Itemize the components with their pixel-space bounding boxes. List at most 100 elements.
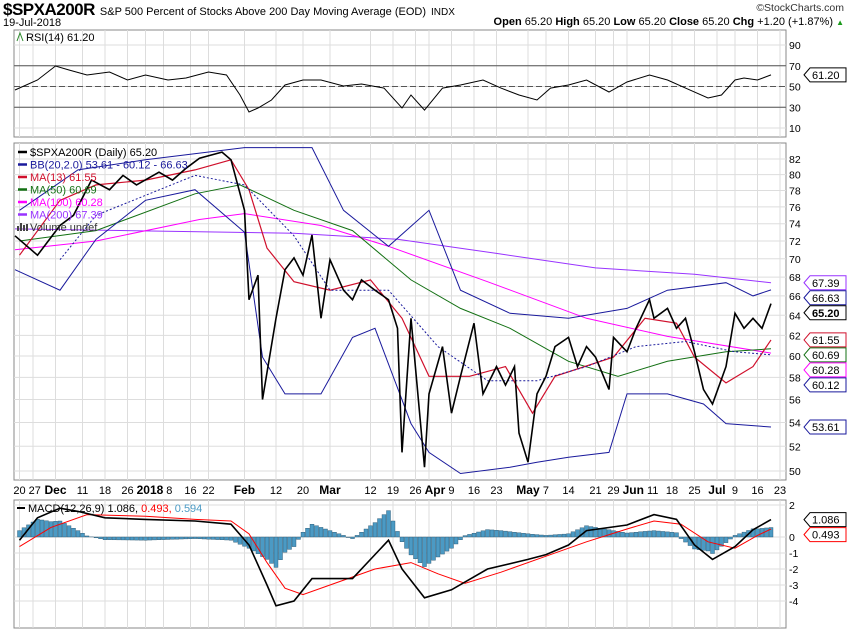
x-tick-label: Jun — [623, 483, 644, 497]
series-line-lower — [14, 189, 772, 475]
x-tick-label: 27 — [29, 485, 41, 497]
rsi-icon — [16, 31, 24, 42]
macd-histogram-bar — [359, 532, 364, 538]
macd-histogram-bar — [525, 533, 531, 538]
macd-histogram-bar — [417, 536, 423, 563]
open-value: 65.20 — [524, 16, 553, 28]
macd-legend-part: 1.086, — [107, 503, 141, 515]
macd-histogram-bar — [422, 536, 427, 567]
price-y-tick-label: 78 — [789, 186, 801, 198]
macd-histogram-bar — [71, 528, 76, 538]
macd-histogram-bar — [516, 532, 522, 538]
up-triangle-icon: ▲ — [836, 18, 844, 27]
macd-histogram-bar — [665, 531, 670, 538]
macd-histogram-bar — [215, 536, 220, 540]
rsi-y-tick-label: 90 — [789, 40, 801, 52]
macd-histogram-bar — [111, 536, 117, 541]
macd-histogram-bar — [728, 536, 733, 540]
price-value-tag: 60.69 — [803, 347, 847, 363]
symbol-title: $SPXA200R — [3, 0, 95, 19]
macd-histogram-bar — [35, 518, 40, 538]
macd-histogram-bar — [314, 525, 319, 538]
price-y-tick-label: 66 — [789, 291, 801, 303]
macd-histogram-bar — [273, 536, 279, 568]
value-tag-text: 61.55 — [812, 335, 840, 347]
macd-histogram-bar — [593, 527, 598, 538]
macd-signal-line — [19, 514, 772, 596]
macd-histogram-bar — [503, 530, 508, 538]
macd-legend-part: 0.493, — [141, 503, 175, 515]
x-tick-label: Feb — [234, 483, 255, 497]
legend-entry: BB(20,2.0) 53.61 - 60.12 - 66.63 — [30, 160, 188, 172]
macd-histogram-bar — [368, 525, 373, 538]
price-y-tick-label: 82 — [789, 154, 801, 166]
macd-histogram-bar — [57, 520, 63, 538]
macd-histogram-bar — [287, 536, 292, 550]
macd-histogram-bar — [552, 534, 558, 538]
macd-histogram-bar — [161, 536, 166, 540]
macd-histogram-bar — [566, 533, 571, 538]
macd-y-tick-label: -3 — [789, 580, 798, 592]
x-tick-label: Dec — [45, 483, 67, 497]
low-value: 65.20 — [638, 16, 667, 28]
price-y-tick-label: 52 — [789, 441, 801, 453]
macd-histogram-bar — [48, 521, 54, 538]
macd-histogram-bar — [719, 536, 724, 547]
rsi-y-tick-label: 50 — [789, 82, 801, 94]
value-tag-text: 61.20 — [812, 70, 840, 82]
rsi-panel — [13, 29, 787, 138]
rsi-value-tag: 61.20 — [803, 67, 847, 83]
value-tag-text: 1.086 — [812, 515, 840, 527]
x-tick-label: 9 — [732, 485, 738, 497]
macd-histogram-bar — [309, 524, 315, 538]
x-tick-label: 29 — [607, 485, 619, 497]
x-tick-label: 22 — [202, 485, 214, 497]
price-value-tag: 67.39 — [803, 275, 847, 291]
macd-histogram-bar — [390, 520, 396, 538]
value-tag-box — [803, 67, 847, 83]
macd-histogram-bar — [332, 532, 337, 538]
value-tag-box — [803, 377, 847, 393]
macd-histogram-bar — [152, 536, 157, 541]
macd-histogram-bar — [683, 536, 688, 543]
stockcharts-watermark: ©StockCharts.com — [756, 2, 844, 14]
macd-histogram-bar — [233, 536, 238, 543]
macd-legend-part: MACD(12,26,9) — [28, 503, 107, 515]
macd-histogram-bar — [660, 531, 666, 538]
change-value: +1.20 (+1.87%) — [757, 16, 834, 28]
macd-histogram-bar — [741, 531, 747, 538]
macd-histogram-bar — [197, 536, 202, 539]
value-tag-text: 67.39 — [812, 278, 840, 290]
value-tag-text: 60.69 — [812, 350, 840, 362]
x-tick-label: 18 — [99, 485, 111, 497]
series-line-ma — [19, 184, 772, 377]
macd-histogram-bar — [557, 534, 562, 538]
price-value-tag: 66.63 — [803, 290, 847, 306]
legend-entry: MA(13) 61.55 — [30, 172, 97, 184]
macd-histogram-bar — [570, 531, 576, 538]
price-panel — [13, 142, 787, 481]
macd-histogram-bar — [435, 536, 441, 558]
x-tick-label: 12 — [270, 485, 282, 497]
macd-histogram-bar — [629, 532, 634, 538]
x-tick-label: 26 — [121, 485, 133, 497]
x-tick-label: 11 — [647, 485, 658, 497]
macd-histogram-bar — [372, 522, 378, 538]
macd-histogram-bar — [62, 523, 67, 538]
macd-histogram-bar — [723, 536, 729, 543]
macd-histogram-bar — [606, 529, 612, 538]
price-y-tick-label: 64 — [789, 310, 801, 322]
value-tag-text: 60.28 — [812, 365, 840, 377]
macd-histogram-bar — [170, 536, 175, 540]
macd-histogram-bar — [116, 536, 121, 541]
macd-histogram-bar — [107, 536, 112, 540]
macd-histogram-bar — [453, 536, 459, 545]
value-tag-text: 60.12 — [812, 380, 840, 392]
x-tick-label: 9 — [448, 485, 454, 497]
macd-histogram-bar — [678, 536, 684, 539]
x-tick-label: 11 — [77, 485, 88, 497]
x-tick-label: 23 — [490, 485, 502, 497]
rsi-legend: RSI(14) 61.20 — [26, 32, 94, 44]
macd-histogram-bar — [642, 531, 648, 538]
macd-histogram-bar — [449, 536, 454, 549]
